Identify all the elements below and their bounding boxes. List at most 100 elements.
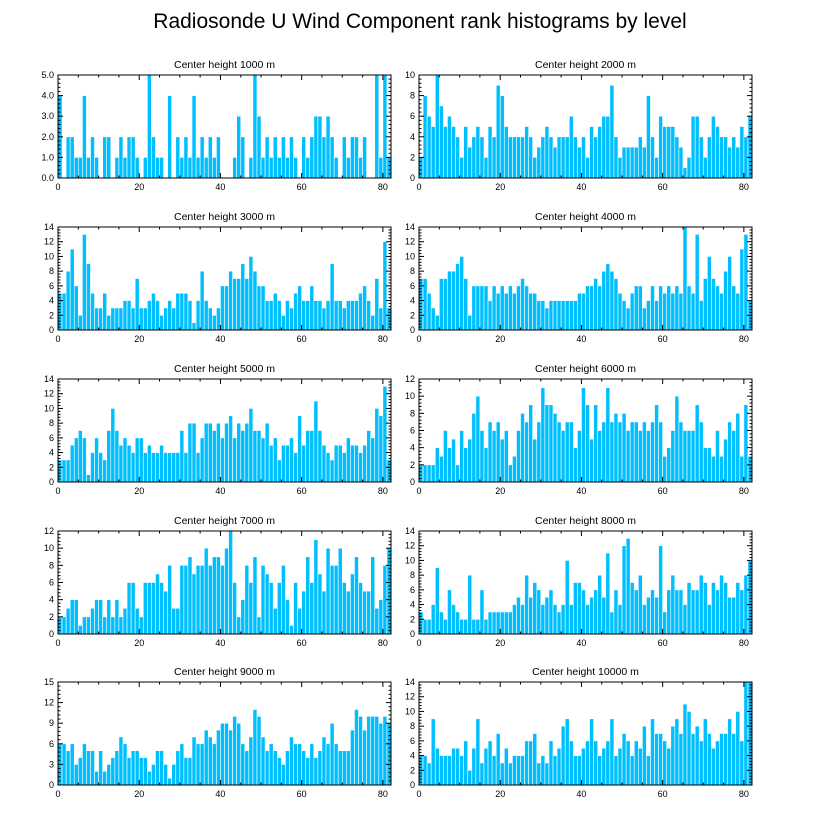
histogram-bar <box>719 292 724 331</box>
histogram-bar <box>459 618 464 635</box>
histogram-bar <box>430 604 436 635</box>
histogram-bar <box>378 599 384 635</box>
histogram-bar <box>520 136 525 179</box>
histogram-bar <box>333 565 339 635</box>
histogram-bar <box>589 126 594 179</box>
histogram-bar <box>151 764 156 786</box>
histogram-bar <box>122 300 128 331</box>
y-tick-label: 14 <box>44 374 54 384</box>
histogram-bar <box>281 764 286 786</box>
histogram-bar <box>114 750 120 786</box>
histogram-bar <box>747 681 753 786</box>
histogram-bar <box>447 589 452 635</box>
histogram-bar <box>593 404 598 483</box>
histogram-bar <box>240 743 246 786</box>
y-tick-label: 10 <box>44 543 54 553</box>
y-tick-label: 12 <box>405 541 415 551</box>
histogram-bar <box>264 573 270 635</box>
y-tick-label: 12 <box>405 692 415 702</box>
histogram-bar <box>187 157 193 179</box>
histogram-bar <box>256 115 262 179</box>
histogram-bar <box>260 565 266 635</box>
y-tick-label: 4 <box>49 595 54 605</box>
histogram-bar <box>159 750 164 786</box>
y-tick-label: 14 <box>44 222 54 232</box>
histogram-bar <box>110 307 116 331</box>
y-tick-label: 1.0 <box>41 152 54 162</box>
histogram-bar <box>516 285 521 331</box>
histogram-bar <box>240 263 246 331</box>
histogram-bar <box>426 618 432 635</box>
histogram-bar <box>613 589 619 635</box>
x-tick-label: 60 <box>297 638 307 648</box>
histogram-bar <box>487 126 493 179</box>
histogram-bar <box>560 300 566 331</box>
y-tick-label: 2 <box>49 612 54 622</box>
histogram-bar <box>694 589 700 635</box>
x-tick-label: 0 <box>55 334 60 344</box>
histogram-bar <box>268 157 274 179</box>
histogram-bar <box>670 126 676 179</box>
y-tick-label: 8 <box>410 721 415 731</box>
y-tick-label: 2 <box>410 460 415 470</box>
histogram-bar <box>593 740 598 786</box>
histogram-bar <box>739 126 745 179</box>
histogram-bar <box>268 300 274 331</box>
histogram-bar <box>309 430 315 483</box>
histogram-bar <box>528 740 534 786</box>
x-tick-label: 60 <box>297 789 307 799</box>
histogram-bar <box>73 285 79 331</box>
histogram-bar <box>443 126 448 179</box>
histogram-bar <box>130 307 136 331</box>
y-tick-label: 6 <box>49 578 54 588</box>
histogram-bar <box>240 599 246 635</box>
histogram-bar <box>317 750 323 786</box>
histogram-bar <box>285 300 290 331</box>
histogram-bar <box>629 146 635 179</box>
histogram-bar <box>118 444 124 483</box>
panel-title: Center height 6000 m <box>535 363 636 375</box>
histogram-bar <box>244 565 250 635</box>
histogram-bar <box>625 146 631 179</box>
panel-title: Center height 5000 m <box>174 363 275 375</box>
histogram-bar <box>293 452 298 483</box>
histogram-bar <box>747 560 753 635</box>
histogram-bar <box>175 750 181 786</box>
histogram-bar <box>134 607 140 635</box>
histogram-bar <box>629 421 635 483</box>
histogram-bar <box>224 547 229 635</box>
histogram-bar <box>86 616 91 635</box>
histogram-bar <box>451 126 456 179</box>
y-tick-label: 12 <box>44 698 54 708</box>
histogram-bar <box>179 743 185 786</box>
histogram-bar <box>138 757 144 786</box>
histogram-bar <box>212 430 217 483</box>
histogram-bar <box>126 757 132 786</box>
histogram-bar <box>702 157 708 179</box>
histogram-bar <box>354 556 359 635</box>
histogram-bar <box>723 733 728 786</box>
histogram-bar <box>637 136 643 179</box>
histogram-bar <box>573 447 578 483</box>
histogram-bar <box>503 430 509 483</box>
histogram-bar <box>346 750 351 786</box>
histogram-bar <box>329 136 335 179</box>
x-tick-label: 20 <box>495 789 505 799</box>
histogram-bar <box>374 408 380 483</box>
x-tick-label: 60 <box>297 334 307 344</box>
histogram-bar <box>78 314 83 331</box>
histogram-bar <box>228 530 233 635</box>
y-tick-label: 8 <box>49 418 54 428</box>
histogram-bar <box>727 596 732 635</box>
histogram-bar <box>471 747 477 786</box>
histogram-bar <box>520 604 525 635</box>
histogram-bar <box>715 589 720 635</box>
histogram-bar <box>597 285 603 331</box>
y-tick-label: 6 <box>49 281 54 291</box>
histogram-bar <box>374 74 380 179</box>
plot-frame <box>418 226 753 331</box>
histogram-bar <box>601 747 607 786</box>
histogram-bar <box>702 278 708 331</box>
histogram-bar <box>65 607 71 635</box>
histogram-bar <box>386 157 392 179</box>
